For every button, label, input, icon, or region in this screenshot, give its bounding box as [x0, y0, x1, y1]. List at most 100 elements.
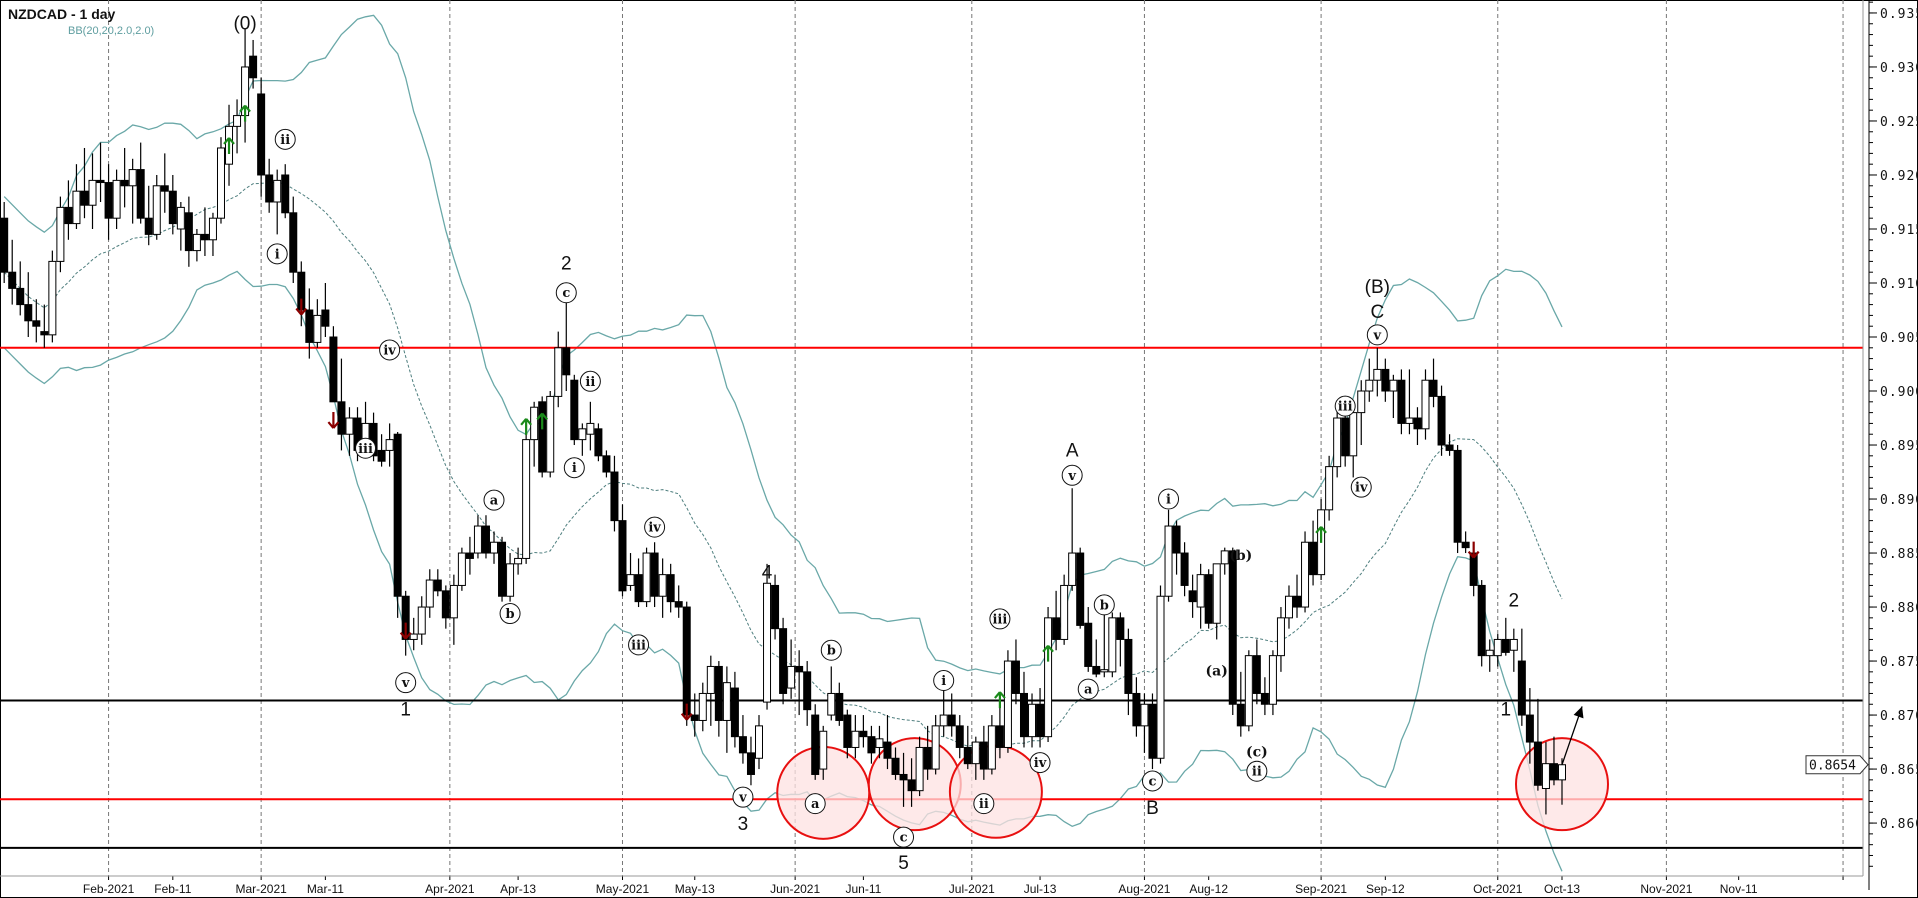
candle — [995, 704, 1004, 759]
candle — [1365, 358, 1374, 402]
candle — [1309, 520, 1318, 586]
candle — [714, 661, 723, 737]
candle — [1437, 385, 1446, 456]
bearish-candle-body — [1517, 660, 1526, 716]
candle — [281, 164, 290, 219]
bearish-candle-body — [538, 401, 547, 473]
x-tick-label: Feb-2021 — [83, 882, 135, 896]
wave-label: (b) — [1229, 548, 1252, 564]
candle — [1132, 677, 1141, 737]
candle — [835, 682, 844, 726]
bullish-candle-body — [939, 714, 948, 727]
bearish-candle-body — [441, 590, 450, 619]
wave-label: A — [1066, 440, 1079, 461]
wave-label-text: v — [1373, 328, 1382, 343]
wave-label-ring — [483, 489, 505, 511]
bearish-candle-body — [867, 736, 876, 754]
x-tick-label: Apr-13 — [500, 882, 536, 896]
buy-arrow-icon — [536, 412, 549, 430]
x-tick-label: Jul-13 — [1024, 882, 1057, 896]
candle — [40, 304, 49, 348]
candle — [1164, 509, 1173, 602]
candle — [192, 228, 201, 262]
candle — [562, 299, 571, 392]
bullish-candle-body — [385, 439, 394, 451]
candle — [80, 147, 89, 219]
bearish-candle-body — [1341, 417, 1350, 457]
candle — [666, 563, 675, 613]
bearish-candle-body — [1011, 660, 1020, 694]
candle — [48, 250, 57, 343]
candle — [1276, 607, 1285, 672]
candle — [698, 682, 707, 732]
bearish-candle-body — [803, 671, 812, 711]
wave-label-ring — [555, 282, 577, 304]
bearish-candle-body — [377, 449, 386, 462]
y-tick-label: 0.9150 — [1880, 223, 1918, 238]
bullish-candle-body — [1373, 368, 1382, 381]
wave-label: 1 — [400, 700, 411, 721]
candle — [64, 180, 73, 240]
y-tick-label: 0.9200 — [1880, 169, 1918, 184]
bearish-candle-body — [200, 233, 209, 241]
candle — [658, 558, 667, 618]
bearish-candle-body — [666, 574, 675, 603]
candle — [433, 569, 442, 597]
wave-label-text: v — [738, 791, 747, 806]
wave-label: 4 — [762, 562, 773, 583]
candle — [851, 715, 860, 759]
candle — [305, 288, 314, 359]
bearish-candle-body — [265, 174, 274, 203]
candle — [1011, 639, 1020, 705]
wave-label-ring — [893, 826, 915, 848]
y-tick-label: 0.8850 — [1880, 547, 1918, 562]
wave-label-ring — [1334, 395, 1356, 417]
y-tick-label: 0.9050 — [1880, 331, 1918, 346]
bullish-candle-body — [1196, 574, 1205, 608]
candle — [746, 736, 755, 786]
wave-label-text: ii — [1252, 765, 1262, 780]
wave-label-ring — [1093, 594, 1115, 616]
bearish-candle-body — [465, 552, 474, 559]
bullish-candle-body — [1333, 417, 1342, 468]
wave-label: 1 — [1501, 700, 1512, 721]
y-tick-label: 0.9350 — [1880, 7, 1918, 22]
wave-label-circled: iv — [1350, 476, 1372, 498]
wave-label-circled: v — [1366, 324, 1388, 346]
bullish-candle-body — [698, 692, 707, 721]
bearish-candle-body — [843, 714, 852, 748]
candle — [289, 196, 298, 283]
candle — [1533, 698, 1542, 791]
bullish-candle-body — [176, 206, 185, 230]
bearish-candle-body — [120, 179, 129, 187]
wave-label-text: a — [490, 494, 499, 509]
candle — [257, 77, 266, 197]
y-tick-label: 0.8900 — [1880, 493, 1918, 508]
bearish-candle-body — [963, 746, 972, 765]
wave-label: 2 — [561, 253, 572, 274]
wave-label-text: iii — [631, 638, 646, 653]
bearish-candle-body — [1148, 703, 1157, 759]
wave-label-text: iii — [992, 612, 1007, 627]
x-tick-label: Jun-2021 — [770, 882, 820, 896]
candle — [1019, 671, 1028, 748]
candle — [136, 142, 145, 224]
candle — [763, 563, 772, 710]
bearish-candle-body — [305, 309, 314, 343]
candle — [674, 585, 683, 618]
wave-label-ring — [395, 672, 417, 694]
wave-label-ring — [379, 339, 401, 361]
candle — [634, 558, 643, 608]
wave-label-circled: b — [820, 639, 842, 661]
bearish-candle-body — [771, 584, 780, 630]
wave-labels: (0)iiiiviiiv1ab2ciiiiviii4v3bac5iiiiiiiv… — [233, 14, 1519, 874]
wave-label-ring — [804, 793, 826, 815]
bearish-candle-body — [1116, 617, 1125, 640]
bullish-candle-body — [763, 582, 772, 703]
bearish-candle-body — [24, 304, 33, 322]
candle — [1044, 607, 1053, 743]
wave-label: C — [1370, 302, 1384, 323]
candle — [907, 758, 916, 807]
candle — [891, 747, 900, 780]
